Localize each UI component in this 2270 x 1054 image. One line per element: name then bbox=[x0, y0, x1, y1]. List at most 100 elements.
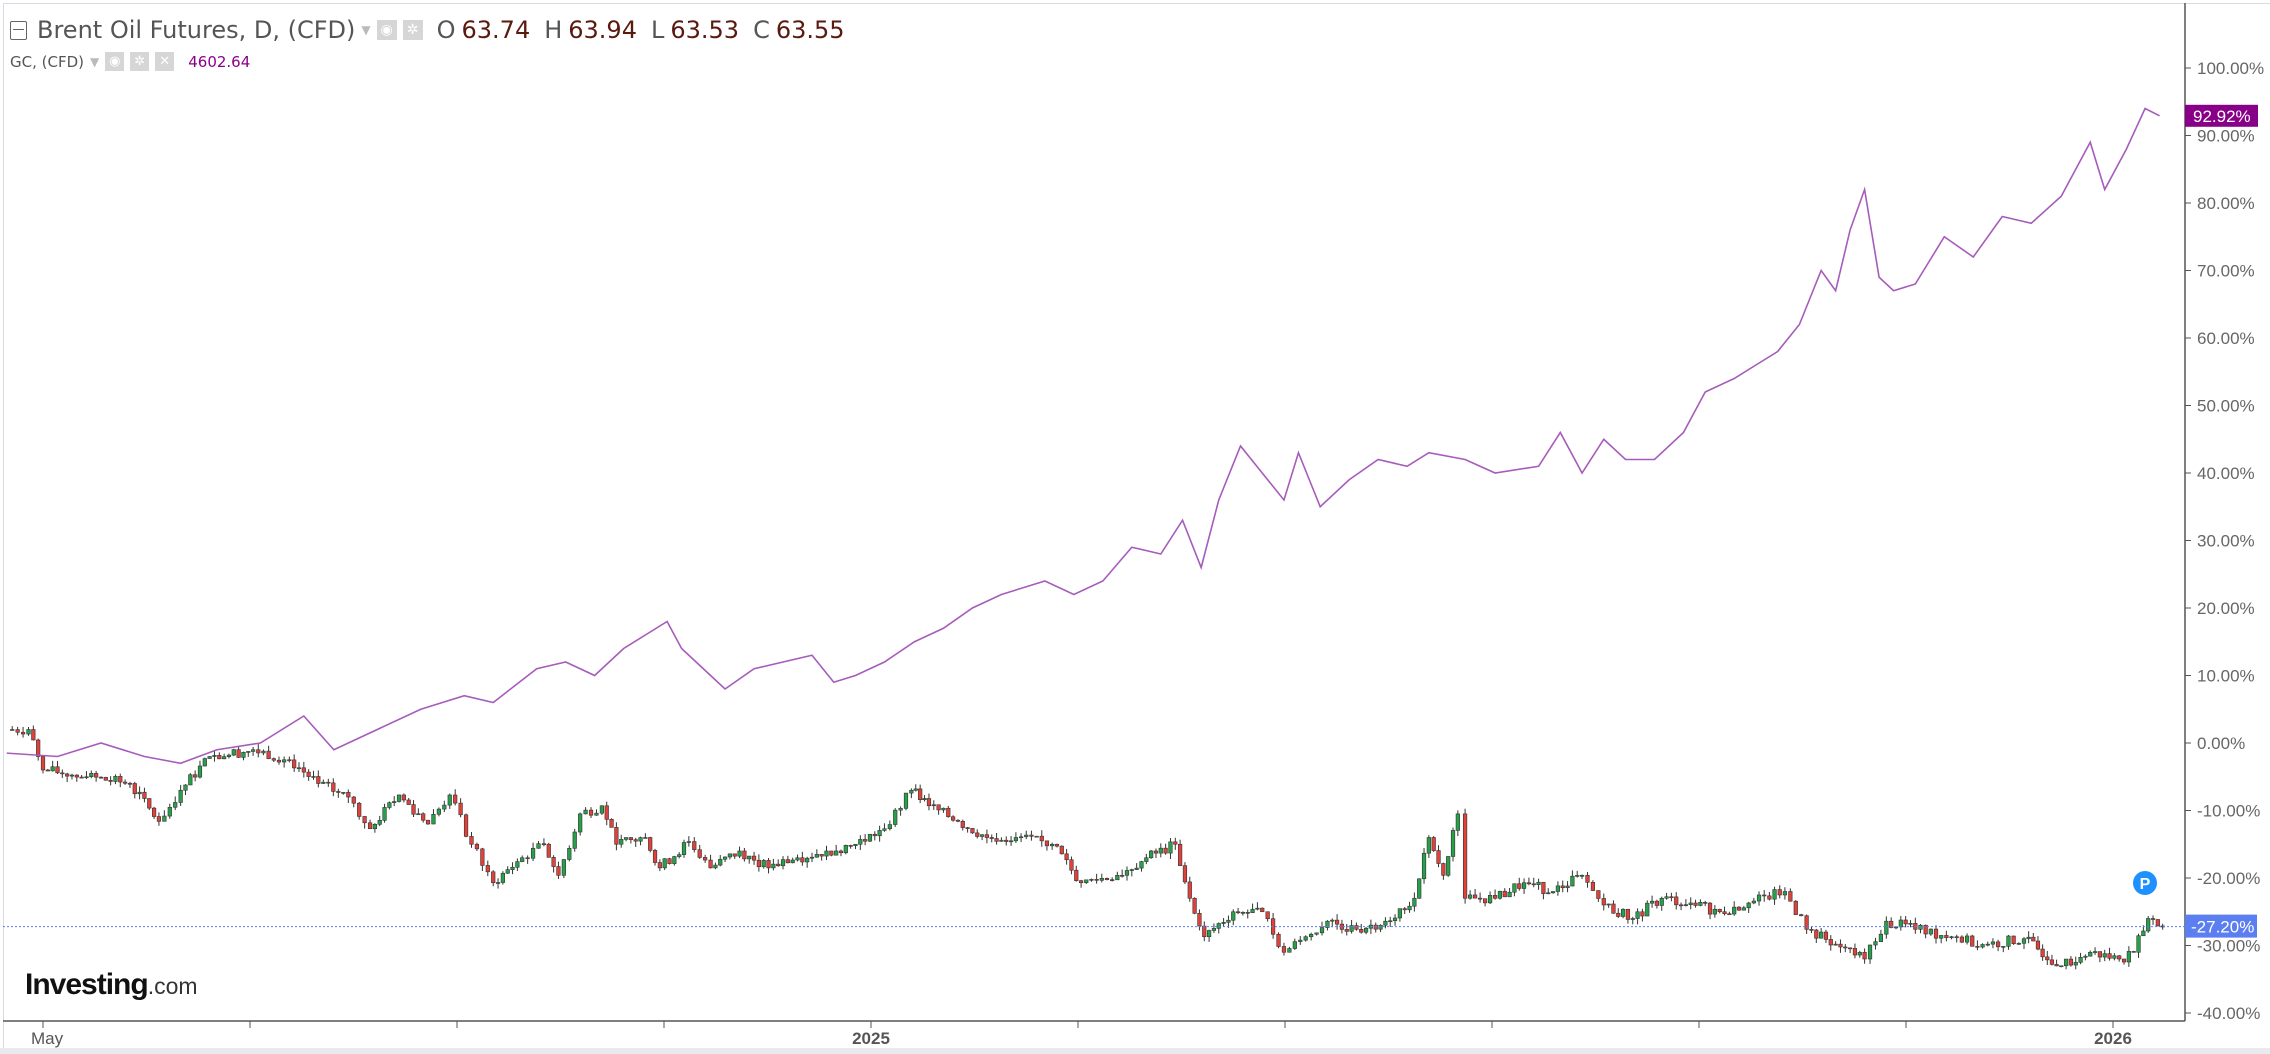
chevron-down-icon[interactable]: ▼ bbox=[90, 54, 100, 69]
candle-up bbox=[1349, 925, 1354, 932]
candle-up bbox=[931, 804, 936, 807]
gear-icon[interactable]: ✲ bbox=[402, 20, 423, 40]
candle-up bbox=[619, 839, 624, 845]
candle-up bbox=[1144, 857, 1149, 862]
candle-up bbox=[173, 802, 178, 808]
candle-down bbox=[525, 857, 530, 860]
gear-icon[interactable]: ✲ bbox=[130, 52, 150, 71]
candle-up bbox=[1698, 902, 1703, 906]
p-marker-circle bbox=[2133, 871, 2157, 895]
chevron-down-icon[interactable]: ▼ bbox=[361, 23, 371, 37]
candle-down bbox=[1029, 834, 1034, 837]
candle-up bbox=[1319, 927, 1325, 934]
candle-up bbox=[1565, 885, 1570, 889]
main-series-title[interactable]: Brent Oil Futures, D, (CFD) bbox=[37, 16, 356, 44]
eye-icon[interactable]: ◉ bbox=[105, 52, 125, 71]
candle-up bbox=[261, 750, 266, 754]
candle-up bbox=[790, 859, 795, 864]
p-marker[interactable]: P bbox=[2133, 871, 2157, 895]
candle-up bbox=[436, 808, 441, 815]
y-tick-label: -30.00% bbox=[2197, 937, 2260, 956]
candle-up bbox=[761, 860, 766, 868]
candle-up bbox=[1928, 928, 1933, 935]
candle-down bbox=[2121, 958, 2127, 963]
candle-up bbox=[1388, 920, 1393, 923]
candle-down bbox=[697, 849, 702, 858]
candle-up bbox=[893, 809, 898, 825]
y-tick-label: 60.00% bbox=[2197, 329, 2255, 348]
candle-down bbox=[776, 863, 781, 867]
candle-up bbox=[1013, 837, 1018, 842]
candle-up bbox=[1985, 943, 1990, 946]
candle-down bbox=[1192, 897, 1197, 914]
candle-up bbox=[251, 749, 256, 752]
candle-down bbox=[127, 782, 133, 785]
candle-down bbox=[960, 820, 965, 828]
x-tick-label: 2025 bbox=[852, 1029, 890, 1048]
candle-down bbox=[1163, 847, 1168, 854]
candle-down bbox=[609, 819, 614, 828]
compare-series-title[interactable]: GC, (CFD) bbox=[10, 52, 84, 71]
candle-down bbox=[1178, 843, 1183, 866]
candle-up bbox=[567, 847, 572, 860]
candle-up bbox=[1412, 897, 1417, 907]
candle-up bbox=[1446, 856, 1451, 876]
candle-up bbox=[1751, 900, 1756, 904]
candle-down bbox=[351, 796, 356, 804]
candle-down bbox=[652, 850, 658, 863]
candle-down bbox=[1722, 911, 1727, 915]
candle-down bbox=[1493, 895, 1498, 899]
candle-up bbox=[623, 837, 629, 840]
candle-up bbox=[1050, 843, 1055, 847]
candle-down bbox=[480, 848, 485, 866]
candle-up bbox=[1488, 895, 1493, 904]
eye-icon[interactable]: ◉ bbox=[376, 20, 397, 40]
candle-down bbox=[1703, 902, 1708, 904]
candle-down bbox=[800, 857, 805, 863]
candle-down bbox=[20, 731, 26, 735]
candle-down bbox=[2054, 964, 2059, 967]
candle-up bbox=[1833, 943, 1838, 946]
candle-down bbox=[1074, 869, 1079, 881]
candle-down bbox=[2068, 958, 2074, 966]
candle-down bbox=[588, 809, 594, 816]
candle-up bbox=[1450, 830, 1456, 857]
collapse-legend-button[interactable] bbox=[10, 20, 27, 40]
candle-down bbox=[193, 774, 198, 778]
y-tick-label: 0.00% bbox=[2197, 734, 2245, 753]
main-series-legend: Brent Oil Futures, D, (CFD) ▼ ◉ ✲ O 63.74… bbox=[10, 16, 845, 44]
candle-down bbox=[1402, 908, 1407, 911]
candle-up bbox=[1980, 944, 1985, 948]
candle-up bbox=[1378, 924, 1383, 930]
candle-down bbox=[326, 781, 331, 784]
candle-down bbox=[604, 805, 609, 820]
candle-down bbox=[1903, 919, 1908, 925]
candle-down bbox=[65, 773, 70, 777]
candle-down bbox=[1923, 924, 1928, 935]
candle-down bbox=[1762, 894, 1767, 897]
candle-up bbox=[1216, 923, 1221, 929]
close-icon[interactable]: ✕ bbox=[155, 52, 175, 71]
candle-down bbox=[98, 776, 104, 779]
candle-up bbox=[50, 766, 55, 772]
candle-up bbox=[183, 784, 188, 791]
candle-up bbox=[853, 843, 858, 846]
candle-down bbox=[1359, 928, 1364, 933]
chart-frame bbox=[3, 3, 2270, 1049]
candle-up bbox=[1231, 911, 1236, 921]
candle-down bbox=[918, 788, 923, 800]
candle-up bbox=[202, 758, 207, 767]
candle-down bbox=[551, 857, 556, 867]
candle-down bbox=[1640, 911, 1645, 917]
candle-down bbox=[1004, 839, 1009, 842]
candle-down bbox=[633, 839, 638, 842]
candle-down bbox=[1059, 845, 1064, 855]
candle-up bbox=[1575, 875, 1580, 877]
candle-up bbox=[882, 828, 887, 831]
candle-down bbox=[936, 804, 941, 811]
candle-up bbox=[241, 751, 246, 758]
candle-up bbox=[2001, 946, 2006, 948]
candle-down bbox=[1767, 895, 1772, 900]
candle-down bbox=[142, 791, 147, 799]
